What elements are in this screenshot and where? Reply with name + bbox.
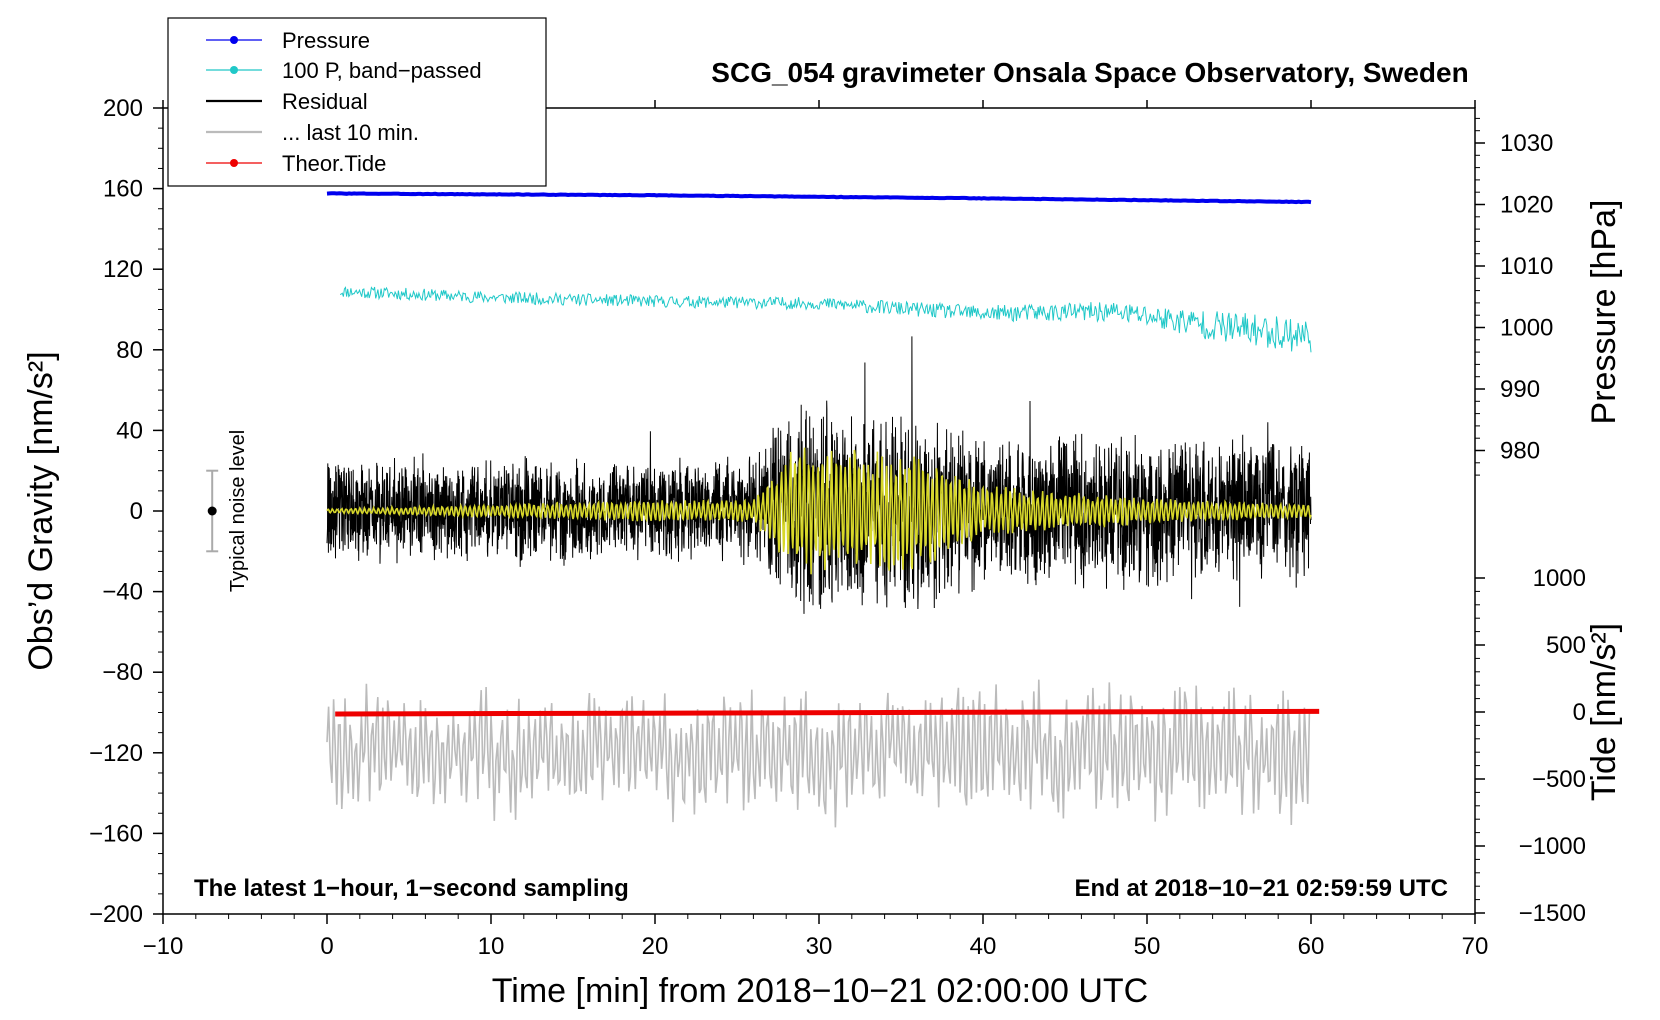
series-pressure: [326, 191, 1312, 205]
x-axis-title: Time [min] from 2018−10−21 02:00:00 UTC: [492, 972, 1148, 1010]
x-tick-label: 50: [1134, 933, 1161, 960]
noise-center-dot: [207, 506, 217, 516]
x-tick-label: 30: [806, 933, 833, 960]
pressure-tick-label: 1010: [1500, 253, 1553, 280]
ticks-layer: −10 0 10 20 30 40 50 60 7020016012080400−40−80−1…: [89, 95, 1586, 960]
left-y-tick-label: −80: [102, 659, 143, 686]
tide-tick-label: −1000: [1519, 833, 1586, 860]
left-y-tick-label: −40: [102, 579, 143, 606]
tide-tick-label: −1500: [1519, 900, 1586, 927]
pressure-tick-label: 1020: [1500, 192, 1553, 219]
series-layer: [326, 191, 1320, 828]
legend: Pressure 100 P, band−passed Residual ... la…: [167, 17, 547, 187]
annotation-end-time: End at 2018−10−21 02:59:59 UTC: [1074, 875, 1448, 902]
left-y-tick-label: 0: [130, 498, 143, 525]
pressure-tick-label: 1000: [1500, 315, 1553, 342]
legend-label-2: Residual: [282, 89, 368, 114]
series-band-passed-pressure: [339, 286, 1312, 353]
pressure-axis-title: Pressure [hPa]: [1585, 200, 1623, 425]
tide-tick-label: 500: [1546, 632, 1586, 659]
legend-marker-1: [230, 66, 238, 74]
legend-marker-4: [230, 159, 238, 167]
x-tick-label: 60: [1298, 933, 1325, 960]
legend-label-1: 100 P, band−passed: [282, 58, 482, 83]
pressure-tick-label: 990: [1500, 376, 1540, 403]
tide-tick-label: −500: [1532, 766, 1586, 793]
legend-label-3: ... last 10 min.: [282, 120, 419, 145]
x-tick-label: 70: [1462, 933, 1489, 960]
left-axis-title: Obs’d Gravity [nm/s²]: [22, 351, 60, 670]
chart-title: SCG_054 gravimeter Onsala Space Observat…: [711, 57, 1468, 88]
left-y-tick-label: −120: [89, 740, 143, 767]
series-filtered-residual: [326, 447, 1312, 575]
left-y-tick-label: −160: [89, 820, 143, 847]
tide-axis-title: Tide [nm/s²]: [1585, 623, 1623, 801]
legend-label-0: Pressure: [282, 28, 370, 53]
left-y-tick-label: 80: [116, 337, 143, 364]
left-y-tick-label: −200: [89, 901, 143, 928]
pressure-tick-label: 980: [1500, 438, 1540, 465]
pressure-tick-label: 1030: [1500, 130, 1553, 157]
left-y-tick-label: 120: [103, 256, 143, 283]
tide-tick-label: 1000: [1533, 565, 1586, 592]
noise-indicator-label: Typical noise level: [227, 430, 249, 592]
x-tick-label: 0: [320, 933, 333, 960]
left-y-tick-label: 40: [116, 417, 143, 444]
legend-label-4: Theor.Tide: [282, 151, 386, 176]
left-y-tick-label: 160: [103, 176, 143, 203]
tide-tick-label: 0: [1573, 699, 1586, 726]
x-tick-label: −10: [143, 933, 184, 960]
noise-indicator: Typical noise level: [206, 430, 249, 592]
x-tick-label: 10: [478, 933, 505, 960]
x-tick-label: 20: [642, 933, 669, 960]
left-y-tick-label: 200: [103, 95, 143, 122]
x-tick-label: 40: [970, 933, 997, 960]
legend-marker-0: [230, 36, 238, 44]
series-theor-tide: [335, 708, 1320, 717]
annotation-sampling: The latest 1−hour, 1−second sampling: [194, 875, 629, 902]
